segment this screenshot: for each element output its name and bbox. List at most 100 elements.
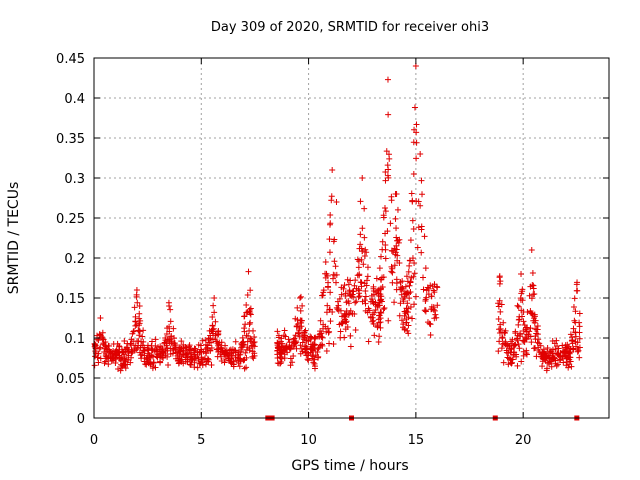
- data-point: [204, 358, 211, 365]
- data-point: [529, 311, 536, 318]
- data-point: [142, 361, 149, 368]
- data-point: [154, 354, 161, 361]
- data-point: [391, 299, 398, 306]
- data-point: [530, 317, 537, 324]
- data-point: [92, 344, 99, 351]
- data-point: [99, 329, 106, 336]
- data-point: [244, 344, 251, 351]
- data-point: [209, 313, 216, 320]
- data-point: [108, 357, 115, 364]
- data-point: [399, 278, 406, 285]
- data-point: [496, 297, 503, 304]
- data-point: [528, 247, 535, 253]
- data-point: [241, 313, 248, 320]
- data-point: [361, 252, 368, 259]
- data-point: [515, 341, 522, 348]
- data-point: [357, 241, 364, 248]
- data-point: [413, 139, 420, 146]
- data-point: [363, 277, 370, 284]
- data-point: [326, 236, 333, 243]
- data-point: [122, 365, 129, 372]
- data-point: [553, 362, 560, 369]
- data-point: [91, 340, 98, 347]
- data-point: [385, 174, 392, 181]
- data-point: [569, 337, 576, 344]
- data-point: [358, 279, 365, 286]
- data-point: [232, 338, 239, 345]
- data-point: [278, 359, 285, 366]
- data-point: [405, 314, 412, 321]
- data-point: [297, 295, 303, 301]
- data-point: [145, 360, 152, 367]
- data-point: [572, 343, 579, 350]
- data-point: [171, 335, 178, 342]
- data-point: [365, 338, 372, 345]
- data-point: [345, 281, 352, 288]
- data-point: [97, 315, 104, 321]
- data-point: [361, 280, 368, 287]
- data-point: [222, 347, 229, 354]
- data-point: [317, 342, 324, 349]
- data-point: [199, 337, 206, 344]
- data-point: [404, 278, 411, 285]
- data-point: [518, 307, 525, 314]
- data-point: [406, 295, 413, 302]
- data-point: [136, 303, 143, 310]
- data-point: [163, 345, 170, 352]
- data-point: [244, 338, 251, 345]
- data-point: [217, 344, 224, 351]
- data-point: [388, 197, 395, 204]
- data-point: [531, 345, 538, 352]
- data-point: [327, 211, 334, 218]
- data-point: [131, 304, 138, 311]
- data-point: [394, 206, 401, 213]
- data-point: [222, 356, 229, 363]
- data-point: [110, 340, 117, 347]
- data-point: [392, 251, 399, 258]
- data-point: [496, 274, 503, 281]
- data-point: [298, 317, 305, 324]
- data-point: [236, 363, 243, 370]
- data-point: [208, 339, 215, 346]
- data-point: [130, 328, 137, 335]
- data-point: [341, 282, 348, 289]
- data-point: [413, 155, 420, 162]
- data-point: [347, 343, 354, 350]
- data-point: [187, 346, 194, 353]
- data-point: [246, 347, 253, 354]
- data-point: [91, 362, 98, 369]
- data-point: [410, 139, 417, 146]
- data-point: [404, 300, 411, 307]
- data-point: [174, 357, 181, 364]
- data-point: [523, 351, 530, 358]
- data-point: [167, 318, 174, 325]
- data-point: [204, 342, 211, 349]
- data-point: [418, 249, 425, 256]
- data-point: [157, 359, 164, 366]
- data-point: [410, 226, 417, 233]
- data-point: [334, 306, 341, 313]
- data-point: [572, 329, 579, 336]
- data-point: [420, 274, 427, 281]
- data-point: [195, 341, 202, 348]
- data-point: [242, 349, 249, 356]
- data-point: [417, 202, 424, 209]
- data-point: [362, 287, 369, 294]
- data-point: [518, 271, 525, 277]
- chart-title: Day 309 of 2020, SRMTID for receiver ohi…: [211, 20, 489, 35]
- data-point: [122, 361, 129, 368]
- data-point: [376, 319, 383, 326]
- data-point: [315, 353, 322, 360]
- data-point: [277, 360, 284, 367]
- data-point: [403, 291, 410, 298]
- data-point: [104, 355, 111, 362]
- data-point: [434, 302, 441, 309]
- data-point: [136, 328, 143, 335]
- data-point: [311, 356, 318, 363]
- data-point: [143, 354, 150, 361]
- data-point: [564, 353, 571, 360]
- data-point: [391, 245, 398, 252]
- data-point: [327, 289, 334, 296]
- data-point: [293, 323, 300, 330]
- data-point: [570, 303, 577, 310]
